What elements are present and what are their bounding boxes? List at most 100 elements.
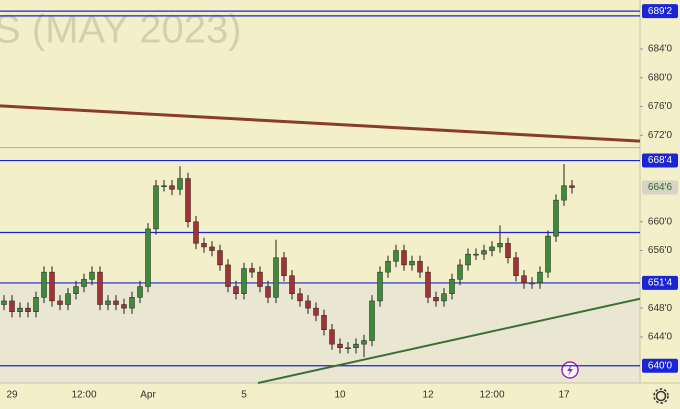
level-label: 640'0	[648, 360, 673, 371]
candle-body	[201, 243, 207, 248]
candle-body	[25, 307, 31, 312]
candle-body	[281, 257, 287, 276]
candle-body	[17, 307, 23, 312]
candle-body	[65, 293, 71, 305]
candle-body	[393, 250, 399, 262]
candle-body	[265, 286, 271, 298]
x-tick-label: 12:00	[479, 390, 504, 401]
candle-body	[113, 300, 119, 305]
x-tick-label: 12	[422, 390, 434, 401]
x-tick-label: 5	[241, 390, 247, 401]
candle-body	[345, 347, 351, 349]
candle-body	[337, 343, 343, 348]
candle-body	[537, 271, 543, 284]
candle-body	[385, 261, 391, 273]
candle-body	[289, 275, 295, 294]
candle-body	[257, 271, 263, 287]
y-tick-label: 656'0	[648, 245, 673, 256]
candle-body	[89, 271, 95, 280]
candle-body	[569, 185, 575, 188]
candle-body	[81, 279, 87, 287]
candle-body	[457, 264, 463, 280]
y-tick-label: 644'0	[648, 332, 673, 343]
candle-body	[489, 246, 495, 251]
candle-body	[217, 250, 223, 266]
candle-body	[361, 340, 367, 345]
x-tick-label: 17	[558, 390, 570, 401]
candle-body	[321, 315, 327, 330]
y-tick-label: 660'0	[648, 216, 673, 227]
candle-body	[129, 297, 135, 309]
candle-body	[521, 275, 527, 284]
last-price-label: 664'6	[648, 182, 673, 193]
candle-body	[473, 253, 479, 256]
trend-line	[0, 104, 641, 143]
y-tick-label: 680'0	[648, 72, 673, 83]
candle-body	[449, 279, 455, 294]
candle-body	[369, 300, 375, 341]
candle-body	[137, 286, 143, 298]
candle-body	[465, 253, 471, 266]
candle-body	[241, 268, 247, 294]
y-tick-label: 648'0	[648, 303, 673, 314]
candle-body	[233, 286, 239, 294]
settings-icon[interactable]	[653, 388, 669, 404]
candle-body	[425, 271, 431, 298]
y-tick-label: 684'0	[648, 44, 673, 55]
candle-body	[177, 178, 183, 190]
candle-body	[441, 293, 447, 302]
candle-body	[9, 300, 15, 312]
candle-body	[97, 271, 103, 305]
candle-body	[417, 261, 423, 273]
candle-body	[553, 199, 559, 237]
candle-body	[305, 300, 311, 309]
y-tick-label: 672'0	[648, 130, 673, 141]
last-price-box	[642, 180, 678, 195]
candle-body	[433, 297, 439, 302]
candle-body	[225, 264, 231, 287]
candle-body	[153, 185, 159, 230]
candle-body	[209, 246, 215, 251]
candle-body	[313, 307, 319, 316]
candle-body	[1, 300, 7, 305]
level-label-box	[642, 153, 678, 168]
candle-body	[497, 243, 503, 248]
level-label: 668'4	[648, 155, 673, 166]
candle-body	[329, 329, 335, 345]
candle-body	[249, 268, 255, 273]
candle-body	[297, 293, 303, 302]
x-tick-label: Apr	[140, 390, 156, 401]
x-tick-label: 10	[334, 390, 346, 401]
level-label-box	[642, 275, 678, 290]
candle-body	[49, 271, 55, 302]
candle-body	[545, 235, 551, 273]
trend-line	[257, 297, 641, 384]
level-label: 689'2	[648, 6, 673, 17]
candle-body	[529, 282, 535, 285]
candle-body	[145, 228, 151, 287]
candle-body	[105, 300, 111, 305]
candle-body	[169, 185, 175, 190]
watermark: S (MAY 2023)	[0, 8, 242, 52]
level-label: 651'4	[648, 278, 673, 289]
candle-body	[505, 243, 511, 258]
alert-icon[interactable]	[561, 361, 579, 379]
candle-body	[273, 257, 279, 298]
candle-body	[193, 221, 199, 244]
candle-body	[33, 297, 39, 312]
x-tick-label: 29	[6, 390, 18, 401]
candle-body	[41, 271, 47, 298]
level-label-box	[642, 358, 678, 373]
candle-body	[513, 257, 519, 276]
candle-body	[121, 304, 127, 309]
y-tick-label: 676'0	[648, 101, 673, 112]
level-label-box	[642, 4, 678, 19]
candle-body	[185, 178, 191, 222]
lower-zone	[0, 282, 640, 383]
candle-body	[353, 343, 359, 348]
candle-body	[481, 250, 487, 255]
candle-body	[377, 271, 383, 302]
candle-body	[161, 185, 167, 187]
